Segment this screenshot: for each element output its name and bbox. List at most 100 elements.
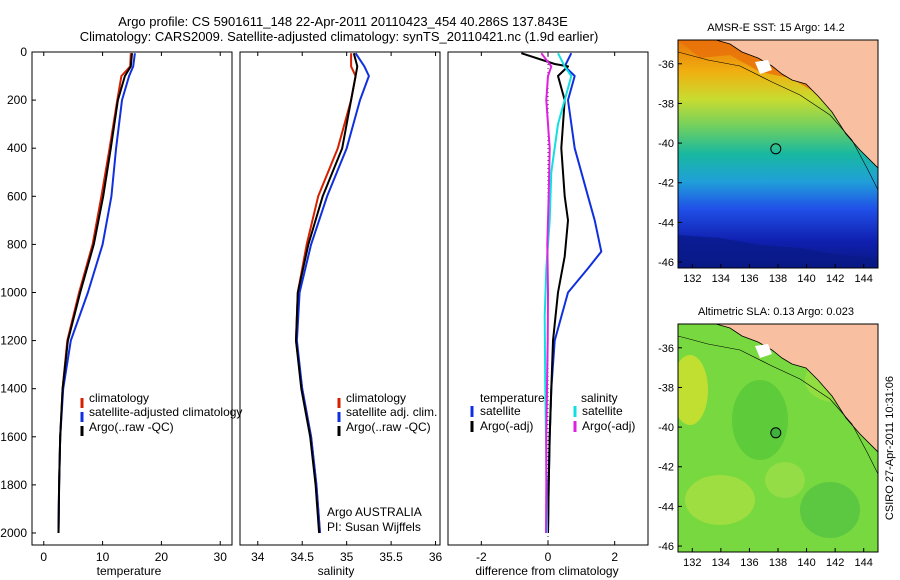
y-tick-label: 1200 [0, 334, 27, 348]
sla-map-panel: Altimetric SLA: 0.13 Argo: 0.023 132 134 1… [658, 306, 879, 569]
csiro-timestamp: CSIRO 27-Apr-2011 10:31:06 [884, 376, 896, 520]
sst-shelf-contour [678, 51, 878, 191]
map-y-tick-label: -38 [658, 98, 674, 110]
temperature-axes [31, 51, 233, 546]
map-y-tick-label: -42 [658, 462, 674, 474]
map-x-tick-label: 134 [712, 273, 730, 285]
map-y-tick-label: -42 [658, 178, 674, 190]
legend-label-satellite-adjusted: satellite-adjusted climatology [89, 405, 242, 419]
profile-line-salinity-satellite [543, 52, 573, 534]
map-x-tick-label: 144 [855, 273, 873, 285]
map-y-tick-label: -38 [658, 382, 674, 394]
x-tick-label: 34.5 [291, 550, 315, 564]
y-tick-label: 1800 [0, 478, 27, 492]
map-x-tick-label: 132 [683, 273, 701, 285]
map-y-tick-label: -36 [658, 343, 674, 355]
sla-high-anomaly [678, 355, 708, 425]
legend-label-climatology: climatology [89, 391, 149, 405]
y-tick-label: 1400 [0, 382, 27, 396]
sla-land-australia [715, 324, 878, 453]
legend-label-argo: Argo(..raw -QC) [346, 420, 431, 434]
y-tick-label: 200 [7, 93, 27, 107]
map-x-tick-label: 136 [740, 557, 758, 569]
profile-line-satellite-adj-clim- [295, 52, 370, 534]
sst-land-australia [715, 40, 878, 169]
sla-anomaly-patch [732, 380, 788, 460]
map-x-tick-label: 138 [769, 273, 787, 285]
salinity-legend: climatology satellite adj. clim. Argo(..… [337, 391, 437, 436]
profile-line-satellite-adjusted-climatology [57, 53, 136, 534]
map-y-tick-label: -40 [658, 422, 674, 434]
map-y-tick-label: -46 [658, 257, 674, 269]
legend-label-sal-satellite: satellite [582, 404, 623, 418]
y-tick-label: 600 [7, 189, 27, 203]
map-x-tick-label: 142 [826, 273, 844, 285]
y-tick-label: 400 [7, 141, 27, 155]
map-x-tick-label: 138 [769, 557, 787, 569]
sla-anomaly-patch [800, 482, 860, 538]
sla-gulf-water [755, 344, 772, 358]
profile-line-argo-raw-qc- [57, 53, 133, 534]
x-tick-label: 0 [545, 550, 552, 564]
y-tick-label: 2000 [0, 526, 27, 540]
x-tick-label: 20 [155, 550, 169, 564]
salinity-xlabel: salinity [318, 564, 355, 578]
sst-gulf-water [755, 60, 772, 74]
temperature-legend: climatology satellite-adjusted climatolo… [80, 391, 242, 436]
legend-group-salinity: salinity [581, 391, 618, 405]
x-tick-label: 36 [429, 550, 443, 564]
sla-shelf-contour [678, 335, 878, 475]
map-x-tick-label: 144 [855, 557, 873, 569]
temperature-panel: 0 10 20 30 0 200 400 600 800 1000 1200 1400 1600 180… [0, 45, 242, 578]
profile-line-temperature-satellite [547, 52, 603, 534]
y-tick-label: 1600 [0, 430, 27, 444]
y-tick-label: 1000 [0, 285, 27, 299]
y-tick-label: 0 [20, 45, 27, 59]
sst-cold-southern-band [678, 235, 878, 268]
map-x-tick-label: 136 [740, 273, 758, 285]
argo-float-marker [770, 427, 782, 439]
sst-map-panel: AMSR-E SST: 15 Argo: 14.2 132 134 136 138 14… [658, 22, 879, 285]
x-tick-label: 0 [40, 550, 47, 564]
x-tick-label: 10 [96, 550, 110, 564]
difference-xlabel: difference from climatology [475, 564, 618, 578]
x-tick-label: 35.5 [379, 550, 403, 564]
x-tick-label: 30 [214, 550, 228, 564]
difference-legend: temperature satellite Argo(-adj) salinit… [470, 391, 635, 433]
legend-label-argo: Argo(..raw -QC) [89, 420, 174, 434]
map-x-tick-label: 140 [797, 273, 815, 285]
profile-line-salinity-argo-adj- [540, 52, 553, 534]
map-y-tick-label: -40 [658, 138, 674, 150]
figure-title-line2: Climatology: CARS2009. Satellite-adjuste… [80, 29, 599, 44]
sla-anomaly-patch [765, 462, 805, 498]
map-x-tick-label: 132 [683, 557, 701, 569]
profile-line-argo-raw-qc- [295, 52, 359, 534]
legend-label-climatology: climatology [346, 391, 406, 405]
x-tick-label: 34 [251, 550, 265, 564]
map-x-tick-label: 134 [712, 557, 730, 569]
difference-panel: -2 0 2 difference from climatology tempera… [447, 51, 649, 578]
x-tick-label: -2 [476, 550, 487, 564]
legend-group-temperature: temperature [480, 391, 545, 405]
map-x-tick-label: 142 [826, 557, 844, 569]
sla-map-title: Altimetric SLA: 0.13 Argo: 0.023 [698, 306, 854, 318]
map-y-tick-label: -36 [658, 59, 674, 71]
figure-title-line1: Argo profile: CS 5901611_148 22-Apr-2011… [118, 14, 568, 29]
map-y-tick-label: -46 [658, 541, 674, 553]
x-tick-label: 2 [611, 550, 618, 564]
profile-line-climatology [57, 53, 132, 534]
map-y-tick-label: -44 [658, 217, 674, 229]
map-x-tick-label: 140 [797, 557, 815, 569]
argo-float-marker [770, 143, 782, 155]
legend-label-sal-argo: Argo(-adj) [582, 419, 635, 433]
argo-pi-note: PI: Susan Wijffels [327, 520, 421, 534]
sla-anomaly-patch [685, 475, 755, 525]
legend-label-temp-satellite: satellite [480, 404, 521, 418]
argo-country-note: Argo AUSTRALIA [327, 505, 422, 519]
salinity-panel: 34 34.5 35 35.5 36 salinity climatology sate… [239, 51, 443, 578]
x-tick-label: 35 [340, 550, 354, 564]
y-tick-label: 800 [7, 237, 27, 251]
salinity-axes [239, 51, 441, 546]
